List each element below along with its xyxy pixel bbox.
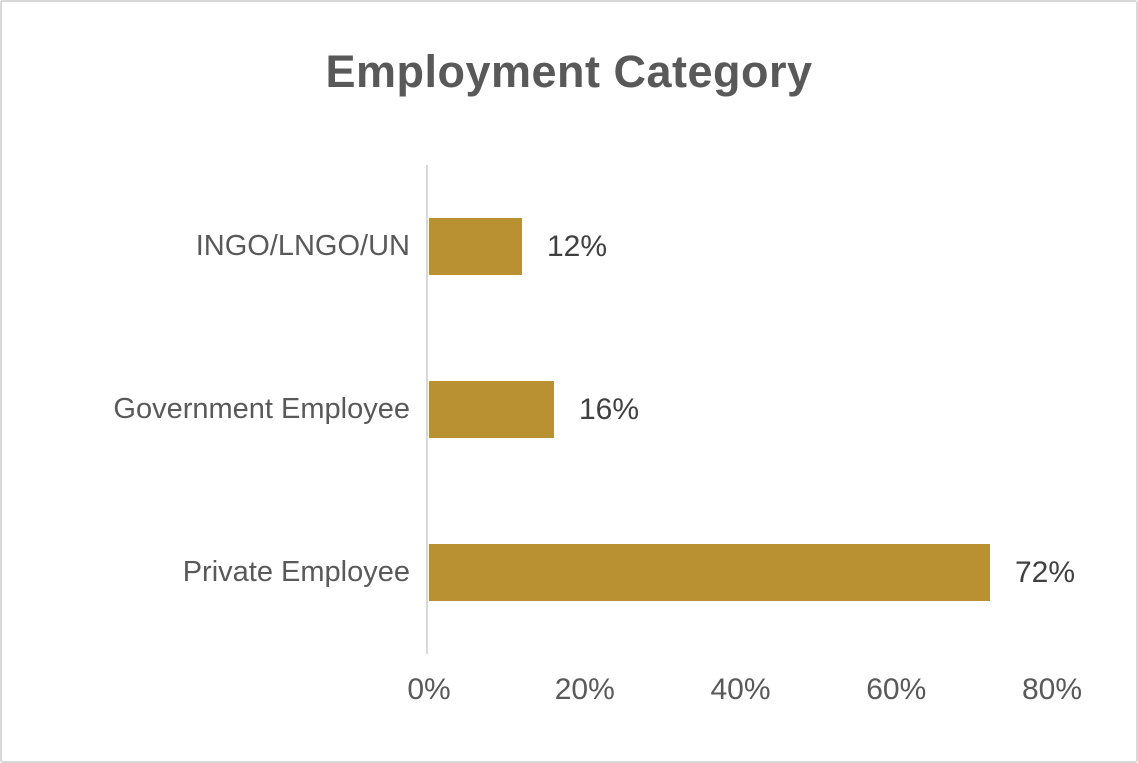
y-axis-line <box>426 165 428 654</box>
value-label: 12% <box>547 229 608 263</box>
category-label: INGO/LNGO/UN <box>195 230 410 262</box>
value-label: 72% <box>1015 555 1076 589</box>
x-axis-tick-label: 20% <box>554 673 615 706</box>
bar <box>429 218 522 275</box>
x-axis-tick-label: 0% <box>407 673 451 706</box>
bar <box>429 381 554 438</box>
x-axis-tick-label: 40% <box>710 673 771 706</box>
category-label: Government Employee <box>113 393 410 425</box>
category-label: Private Employee <box>182 556 410 588</box>
chart-title: Employment Category <box>325 46 813 97</box>
bar <box>429 544 990 601</box>
value-label: 16% <box>579 392 640 426</box>
x-axis-tick-label: 60% <box>866 673 927 706</box>
x-axis-tick-label: 80% <box>1021 673 1083 706</box>
